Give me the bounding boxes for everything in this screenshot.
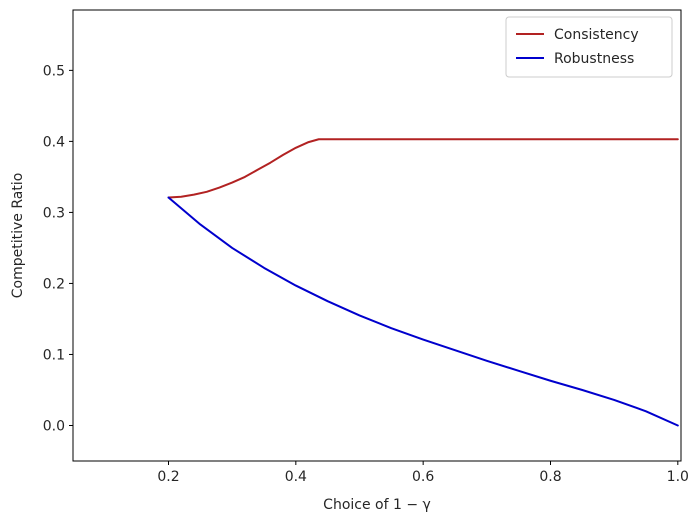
- axes-frame: [72, 9, 682, 462]
- legend-entry: Consistency: [554, 27, 639, 43]
- legend-box: [505, 16, 673, 78]
- x-tick-label: 1.0: [667, 469, 689, 485]
- x-tick-label: 0.8: [539, 469, 561, 485]
- y-tick-label: 0.5: [43, 63, 65, 79]
- series-line-robustness: [167, 196, 679, 427]
- series-line-consistency: [167, 138, 679, 199]
- y-tick-label: 0.0: [43, 418, 65, 434]
- legend: Consistency Robustness: [505, 16, 673, 78]
- x-tick-label: 0.2: [157, 469, 179, 485]
- y-axis-ticks: 0.0 0.1 0.2 0.3 0.4 0.5: [43, 63, 73, 434]
- legend-entry: Robustness: [554, 51, 634, 67]
- y-tick-label: 0.4: [43, 134, 65, 150]
- y-tick-label: 0.1: [43, 347, 65, 363]
- x-tick-label: 0.4: [285, 469, 307, 485]
- x-tick-label: 0.6: [412, 469, 434, 485]
- y-tick-label: 0.3: [43, 205, 65, 221]
- y-tick-label: 0.2: [43, 276, 65, 292]
- y-axis-label: Competitive Ratio: [10, 173, 26, 299]
- x-axis-ticks: 0.2 0.4 0.6 0.8 1.0: [157, 461, 689, 485]
- series-layer: [167, 138, 679, 427]
- x-axis-label: Choice of 1 − γ: [323, 497, 431, 513]
